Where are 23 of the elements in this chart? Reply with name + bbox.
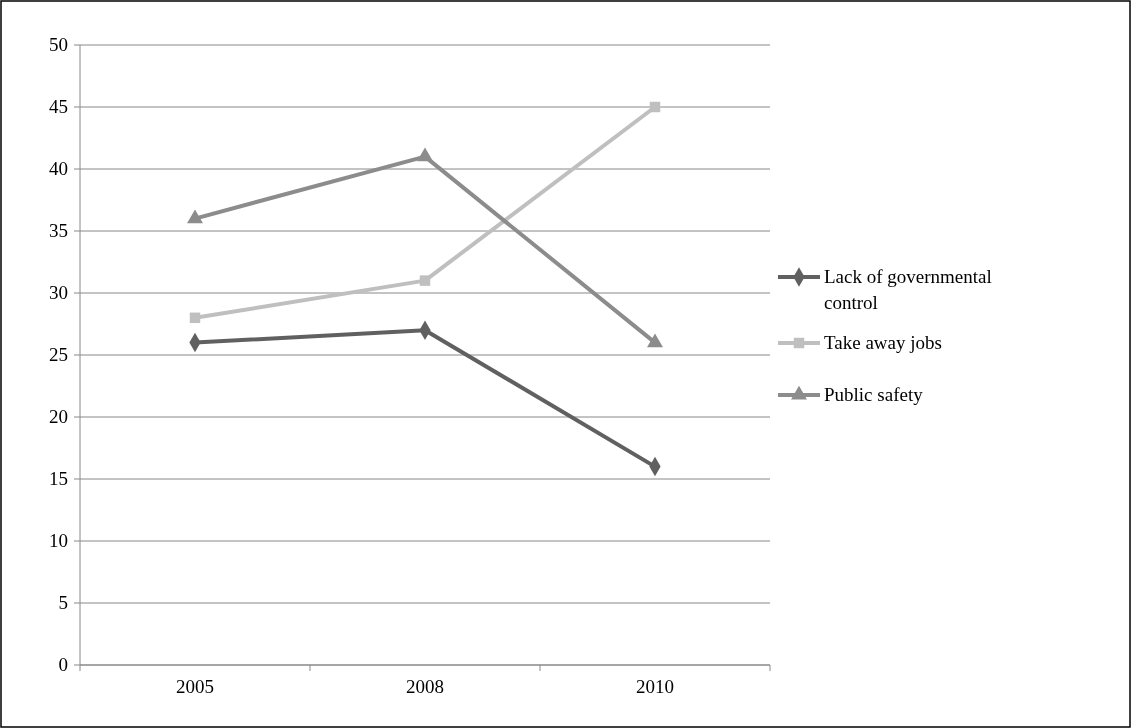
point xyxy=(649,101,661,113)
x-tick-label: 2008 xyxy=(406,676,444,697)
y-tick-label: 0 xyxy=(58,654,68,675)
y-tick-label: 40 xyxy=(49,158,68,179)
y-tick-label: 45 xyxy=(49,96,68,117)
point xyxy=(187,209,203,224)
point xyxy=(419,275,431,286)
y-tick-label: 50 xyxy=(49,34,68,55)
y-tick-label: 5 xyxy=(58,592,68,613)
legend-label: Public safety xyxy=(824,384,924,405)
y-tick-label: 10 xyxy=(49,530,68,551)
legend-label: Take away jobs xyxy=(824,332,942,353)
y-tick-label: 20 xyxy=(49,406,68,427)
y-tick-label: 25 xyxy=(49,344,68,365)
point xyxy=(647,333,663,348)
x-tick-label: 2005 xyxy=(176,676,214,697)
y-tick-label: 30 xyxy=(49,282,68,303)
x-tick-label: 2010 xyxy=(636,676,674,697)
y-tick-label: 35 xyxy=(49,220,68,241)
y-tick-label: 15 xyxy=(49,468,68,489)
point xyxy=(417,147,433,162)
legend-label: Lack of governmental control xyxy=(824,266,992,313)
point xyxy=(189,312,201,324)
